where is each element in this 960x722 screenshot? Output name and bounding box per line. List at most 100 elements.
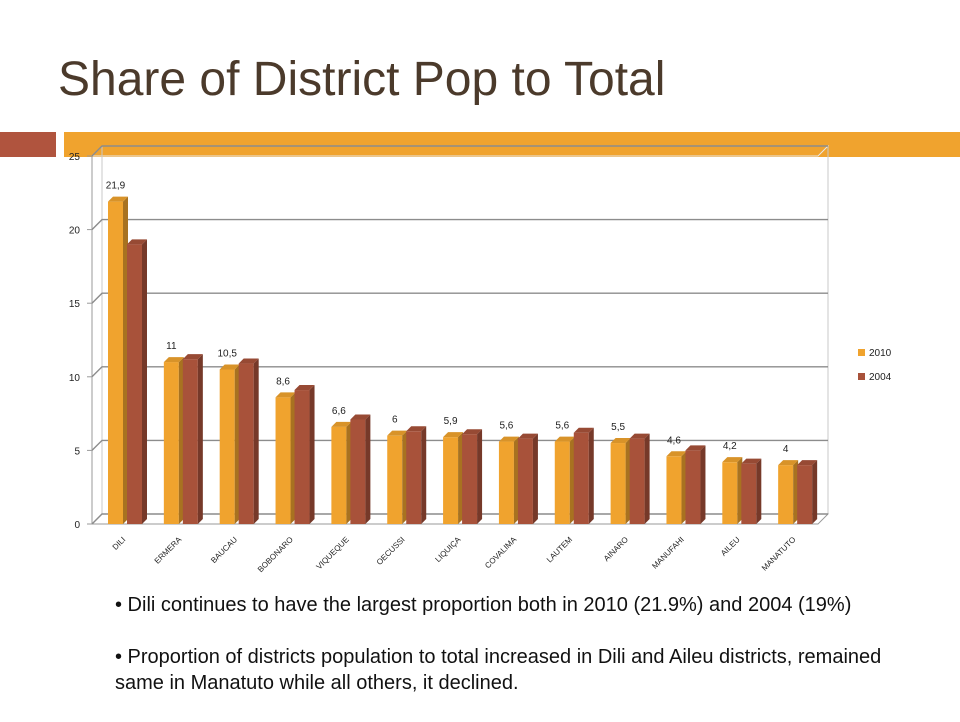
bar-2004-front [462,434,478,524]
bar-2010-side [290,392,296,524]
y-tick-label: 25 [69,152,81,163]
bar-2004-front [685,450,701,524]
x-tick-label: OECUSSI [375,535,407,567]
gridline [91,145,828,157]
bar-2010-top [219,364,240,370]
bar-2010-top [275,392,296,398]
legend-swatch [858,349,865,356]
legend-swatch [858,373,865,380]
x-tick-label: COVALIMA [483,535,519,571]
bar-2010-top [387,430,408,436]
bar-2004-top [238,358,259,364]
bar-2004-front [797,465,813,524]
bar-2010-front [778,465,794,524]
bar-2010-side [681,451,687,524]
bar-2010-side [793,460,799,524]
bar-2004-top [406,426,427,432]
data-label: 11 [166,341,177,352]
legend-label: 2004 [869,372,892,383]
bar-2004-front [573,432,589,524]
bar-2004-top [629,433,650,439]
bar-2004-top [462,429,483,435]
bar-2004-top [182,354,203,360]
bar-2004-side [365,414,371,524]
bar-2010-side [513,436,519,524]
data-label: 4 [783,444,789,455]
bar-2004-front [517,438,533,524]
bullet-item: • Proportion of districts population to … [115,646,882,694]
bar-2010-top [163,357,184,363]
data-label: 4,2 [723,441,737,452]
chart-top-edge [90,145,830,157]
x-tick-label: AILEU [719,535,742,558]
bar-2010-side [234,364,240,524]
y-tick-label: 20 [69,226,81,237]
x-tick-label: MANATUTO [760,535,798,573]
gridline [91,366,828,378]
data-label: 10,5 [217,348,237,359]
bar-2010-side [569,436,575,524]
data-label: 5,9 [444,416,458,427]
data-label: 8,6 [276,376,290,387]
bullet-item: • Dili continues to have the largest pro… [115,594,852,616]
bar-2010-top [554,436,575,442]
bar-2004-top [685,445,706,451]
bar-2010-top [778,460,799,466]
bar-2010-side [402,430,408,524]
bar-2004-front [350,419,366,524]
bar-2010-side [458,432,464,524]
bar-2004-front [741,463,757,524]
bar-2010-top [108,196,128,202]
bar-2004-side [253,358,259,524]
x-tick-label: AINARO [602,535,630,563]
legend-label: 2010 [869,348,892,359]
bar-2010-top [498,436,519,442]
y-tick-label: 15 [69,299,81,310]
bar-2010-side [178,357,184,524]
data-label: 6,6 [332,406,346,417]
bar-2010-top [610,438,631,444]
x-tick-label: ERMERA [153,535,184,566]
x-tick-label: BOBONARO [256,535,295,574]
bar-2010-front [108,201,123,524]
bar-2004-side [588,427,594,524]
bar-2004-front [238,363,254,524]
bar-2010-side [625,438,631,524]
data-label: 4,6 [667,435,681,446]
bar-2004-side [532,433,538,524]
bar-2010-front [666,456,682,524]
y-tick-label: 10 [69,373,81,384]
y-tick-label: 0 [74,520,80,531]
gridline [91,292,828,304]
bar-2004-front [182,359,198,524]
bar-2010-top [443,432,464,438]
bar-2004-top [294,385,315,391]
bar-2004-side [700,445,706,524]
bar-2004-side [309,385,315,524]
bar-2010-top [331,421,352,427]
data-label: 6 [392,415,398,426]
bar-chart: 0 5 10 15 20 25 21,9 DILI 11 ERMERA 10,5 BAUCAU 8,6 B… [69,145,892,574]
bar-2010-front [498,441,514,524]
accent-bar-red [0,132,56,157]
bar-2004-front [406,431,422,524]
bar-2010-front [443,437,459,524]
bar-2010-top [666,451,687,457]
slide-title: Share of District Pop to Total [58,53,666,106]
bar-2004-top [573,427,594,433]
x-tick-label: VIQUEQUE [315,535,351,571]
data-label: 5,6 [499,421,513,432]
bar-2004-top [350,414,371,420]
x-tick-label: LAUTEM [545,535,575,565]
bar-2010-side [123,196,128,524]
bar-2010-front [219,369,235,524]
bar-2004-side [756,458,762,524]
bar-2004-side [644,433,650,524]
bullet-list: • Dili continues to have the largest pro… [115,592,935,722]
bar-2010-front [387,435,403,524]
bar-2010-side [737,457,743,524]
gridline [91,218,828,231]
bar-2004-top [127,239,147,245]
data-label: 21,9 [106,181,126,192]
bar-2010-front [610,443,626,524]
